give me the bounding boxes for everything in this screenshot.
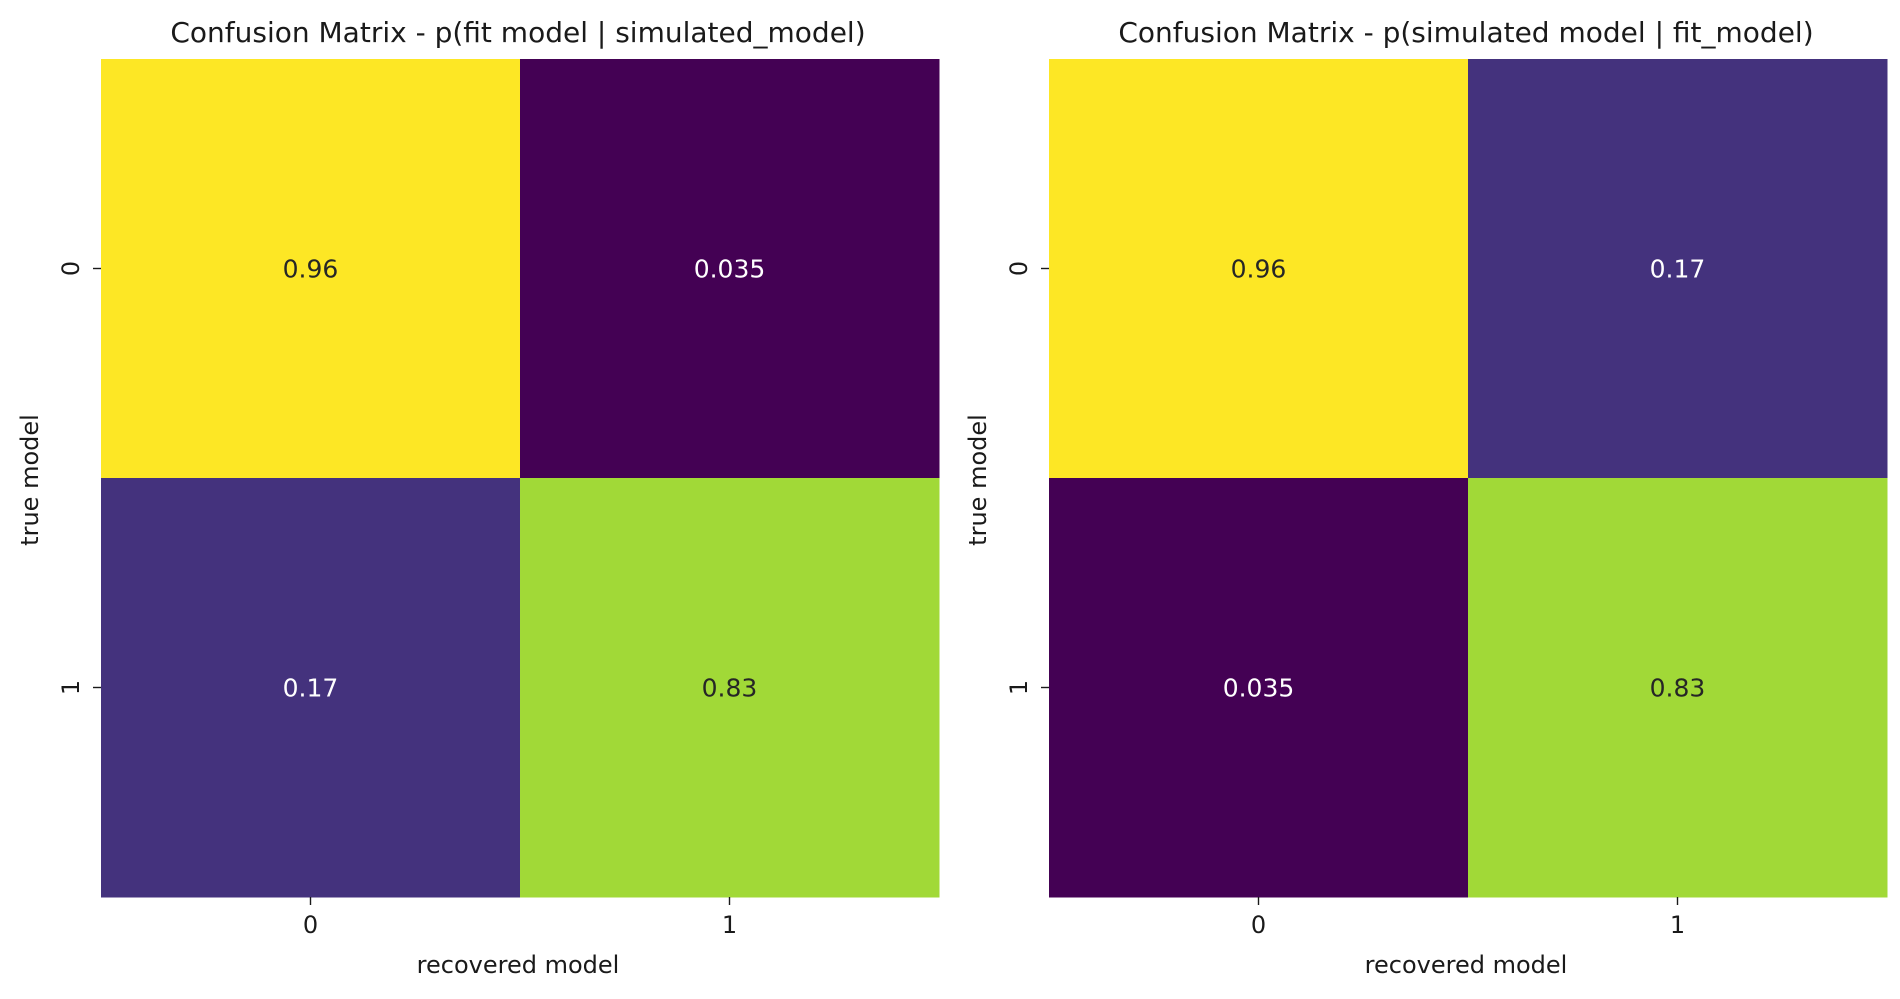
heatmap-cell [101,478,521,898]
heatmap-cell [1468,478,1888,898]
y-tick-label: 1 [1005,680,1033,695]
axes: 0 1 0 1 [57,261,737,939]
cell-value-label: 0.96 [1231,255,1287,284]
y-tick-label: 1 [57,680,85,695]
heatmap-cell [1468,59,1888,479]
y-axis-label: true model [16,414,44,546]
chart-title: Confusion Matrix - p(simulated model | f… [1118,16,1813,49]
x-tick-label: 0 [1251,911,1266,939]
y-tick-label: 0 [57,261,85,276]
axes: 0 1 0 1 [1005,261,1685,939]
cell-value-label: 0.83 [1650,674,1706,703]
x-axis-label: recovered model [417,951,620,979]
x-tick-label: 1 [722,911,737,939]
heatmap-cell [101,59,521,479]
cell-value-label: 0.96 [283,255,339,284]
y-axis-label: true model [964,414,992,546]
heatmap-cell [1049,478,1469,898]
x-tick-label: 1 [1670,911,1685,939]
x-tick-label: 0 [303,911,318,939]
heatmap-cells: 0.96 0.035 0.17 0.83 [101,59,940,898]
cell-value-label: 0.17 [1650,255,1706,284]
heatmap-cells: 0.96 0.17 0.035 0.83 [1049,59,1888,898]
cell-value-label: 0.035 [1223,674,1295,703]
heatmap-left: Confusion Matrix - p(fit model | simulat… [16,16,940,979]
heatmap-cell [1049,59,1469,479]
y-tick-label: 0 [1005,261,1033,276]
x-axis-label: recovered model [1365,951,1568,979]
heatmap-cell [520,59,940,479]
heatmap-right: Confusion Matrix - p(simulated model | f… [964,16,1888,979]
chart-title: Confusion Matrix - p(fit model | simulat… [170,16,865,49]
cell-value-label: 0.17 [283,674,339,703]
cell-value-label: 0.035 [694,255,766,284]
heatmap-cell [520,478,940,898]
cell-value-label: 0.83 [702,674,758,703]
